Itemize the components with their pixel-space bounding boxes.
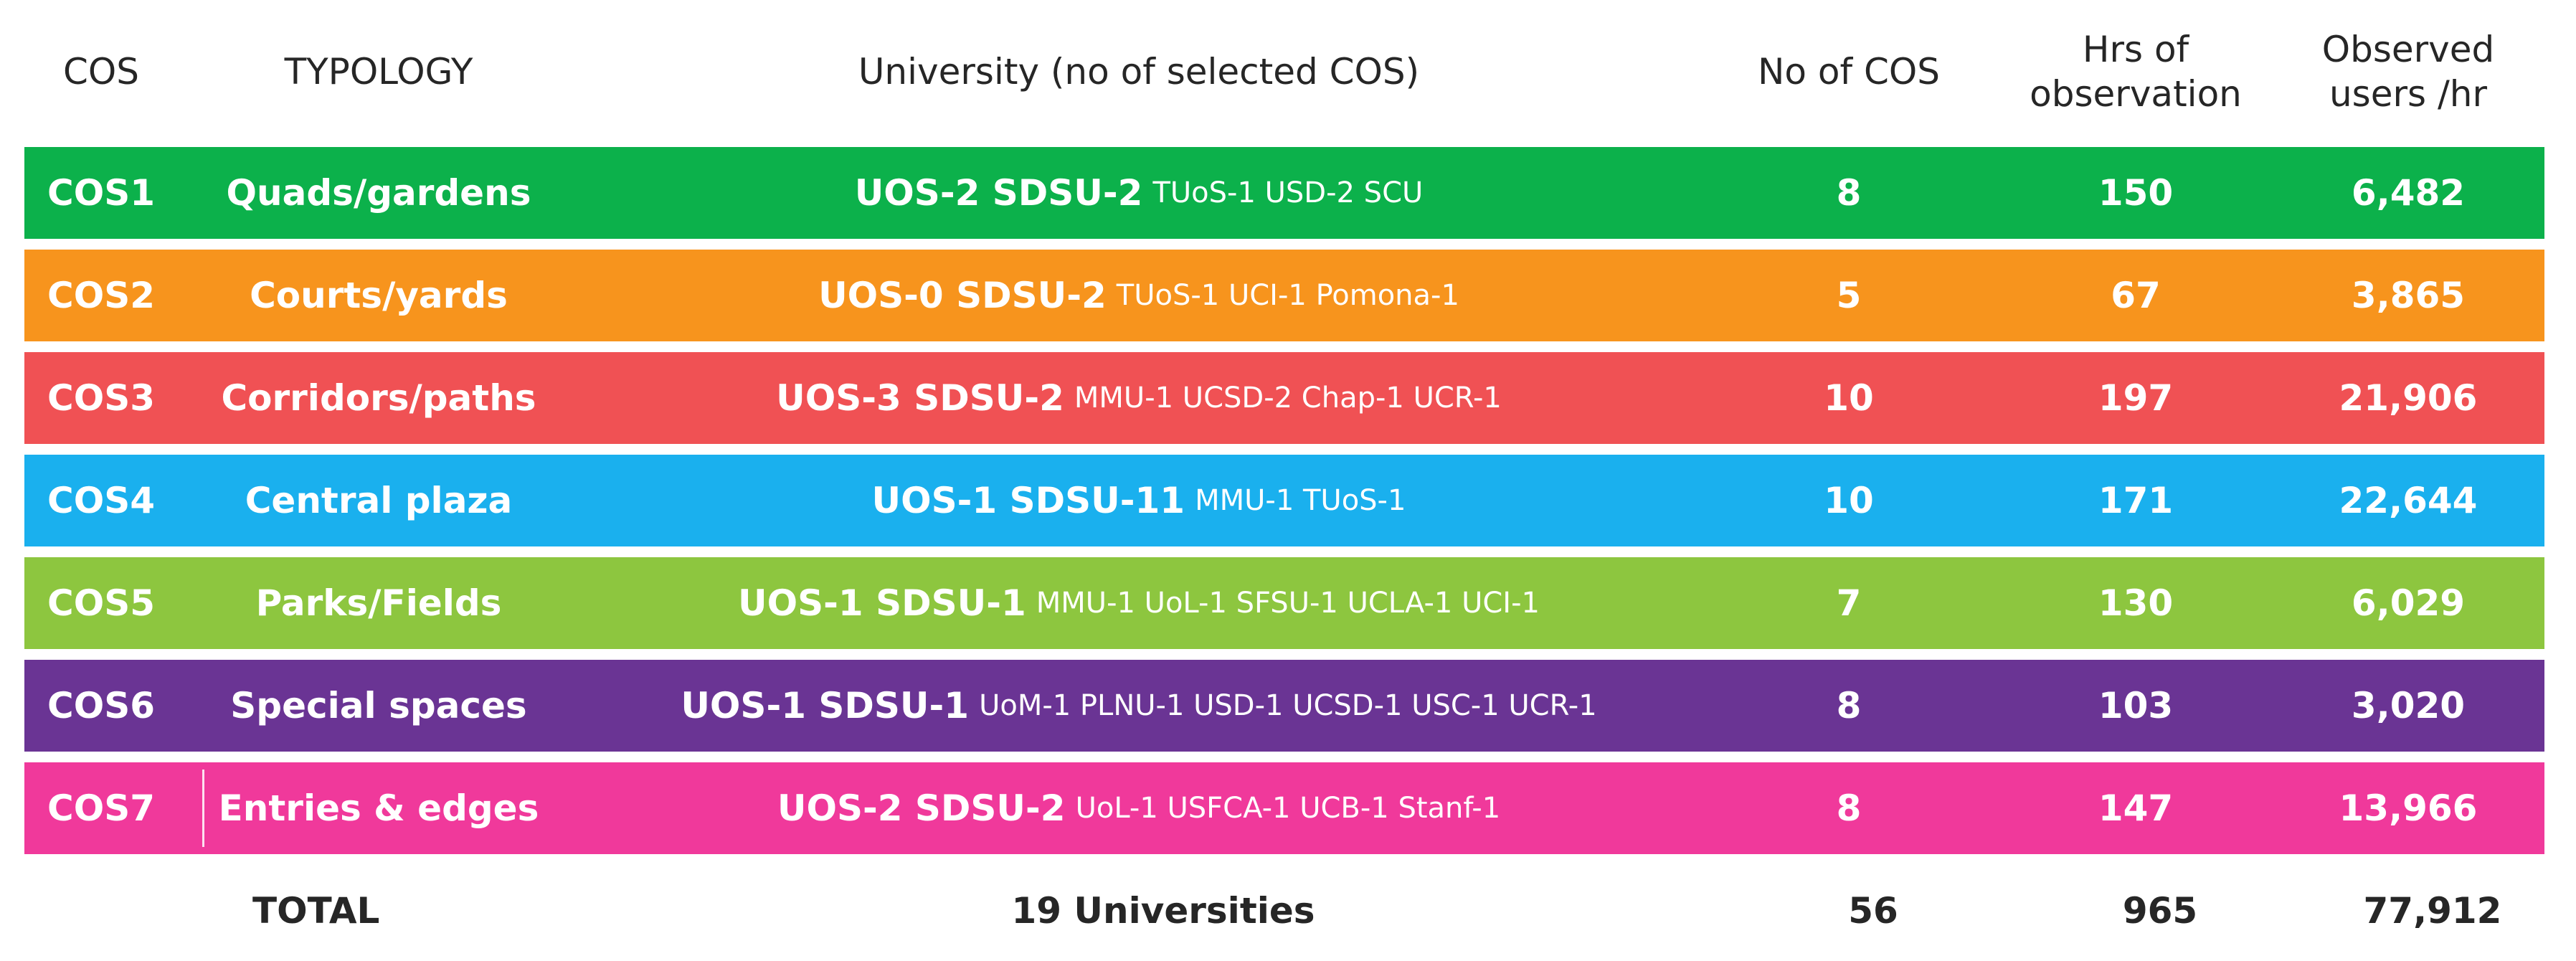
total-universities: 19 Universities bbox=[1011, 890, 1315, 932]
typology: Entries & edges bbox=[218, 787, 539, 829]
university-main: UOS-0 SDSU-2 bbox=[818, 275, 1107, 316]
no-of-cos: 5 bbox=[1836, 275, 1862, 316]
cos-id: COS1 bbox=[47, 172, 155, 214]
university-list: UOS-1 SDSU-1 UoM-1 PLNU-1 USD-1 UCSD-1 US… bbox=[579, 660, 1698, 752]
university-main: UOS-3 SDSU-2 bbox=[776, 377, 1064, 419]
typology: Quads/gardens bbox=[226, 172, 531, 214]
header-no-of-cos: No of COS bbox=[1758, 51, 1940, 93]
university-others: UoM-1 PLNU-1 USD-1 UCSD-1 USC-1 UCR-1 bbox=[979, 689, 1597, 722]
total-users: 77,912 bbox=[2363, 890, 2502, 932]
total-row: TOTAL 19 Universities 56 965 77,912 bbox=[24, 868, 2544, 954]
total-no-of-cos: 56 bbox=[1848, 890, 1898, 932]
table-row: COS6 Special spaces 8 103 3,020 UOS-1 SDSU-1 U… bbox=[24, 660, 2544, 752]
typology: Special spaces bbox=[230, 685, 527, 726]
university-others: MMU-1 UoL-1 SFSU-1 UCLA-1 UCI-1 bbox=[1036, 587, 1540, 620]
typology: Central plaza bbox=[245, 480, 513, 521]
observed-users: 3,865 bbox=[2351, 275, 2466, 316]
no-of-cos: 8 bbox=[1836, 685, 1862, 726]
no-of-cos: 10 bbox=[1824, 480, 1874, 521]
hrs-of-observation: 171 bbox=[2098, 480, 2174, 521]
column-divider bbox=[202, 770, 204, 847]
hrs-of-observation: 103 bbox=[2098, 685, 2174, 726]
total-hrs: 965 bbox=[2122, 890, 2198, 932]
university-main: UOS-1 SDSU-11 bbox=[871, 480, 1185, 521]
no-of-cos: 10 bbox=[1824, 377, 1874, 419]
table-row: COS3 Corridors/paths 10 197 21,906 UOS-3 SDSU… bbox=[24, 352, 2544, 444]
hrs-of-observation: 150 bbox=[2098, 172, 2174, 214]
table-row: COS5 Parks/Fields 7 130 6,029 UOS-1 SDSU-1 MMU… bbox=[24, 557, 2544, 649]
observed-users: 3,020 bbox=[2351, 685, 2466, 726]
table-row: COS2 Courts/yards 5 67 3,865 UOS-0 SDSU-2 TUoS… bbox=[24, 250, 2544, 341]
header-university: University (no of selected COS) bbox=[858, 51, 1420, 93]
university-list: UOS-2 SDSU-2 UoL-1 USFCA-1 UCB-1 Stanf-1 bbox=[579, 762, 1698, 854]
university-list: UOS-1 SDSU-1 MMU-1 UoL-1 SFSU-1 UCLA-1 UC… bbox=[579, 557, 1698, 649]
typology: Courts/yards bbox=[250, 275, 508, 316]
no-of-cos: 7 bbox=[1836, 582, 1862, 624]
university-others: TUoS-1 USD-2 SCU bbox=[1152, 176, 1424, 209]
cos-id: COS3 bbox=[47, 377, 155, 419]
header-hrs-of-observation: Hrs of observation bbox=[2030, 29, 2242, 115]
header-typology: TYPOLOGY bbox=[284, 51, 473, 93]
university-others: MMU-1 TUoS-1 bbox=[1195, 484, 1406, 517]
university-list: UOS-0 SDSU-2 TUoS-1 UCI-1 Pomona-1 bbox=[579, 250, 1698, 341]
total-label: TOTAL bbox=[252, 890, 380, 932]
cos-id: COS6 bbox=[47, 685, 155, 726]
typology: Corridors/paths bbox=[221, 377, 536, 419]
university-list: UOS-1 SDSU-11 MMU-1 TUoS-1 bbox=[579, 455, 1698, 546]
hrs-of-observation: 130 bbox=[2098, 582, 2174, 624]
cos-id: COS7 bbox=[47, 787, 155, 829]
table-header: COS TYPOLOGY University (no of selected … bbox=[0, 0, 2576, 143]
university-others: MMU-1 UCSD-2 Chap-1 UCR-1 bbox=[1074, 382, 1502, 415]
typology: Parks/Fields bbox=[255, 582, 502, 624]
table-row: COS7 Entries & edges 8 147 13,966 UOS-2 SDSU-… bbox=[24, 762, 2544, 854]
no-of-cos: 8 bbox=[1836, 172, 1862, 214]
university-main: UOS-2 SDSU-2 bbox=[854, 172, 1143, 214]
no-of-cos: 8 bbox=[1836, 787, 1862, 829]
observed-users: 13,966 bbox=[2339, 787, 2478, 829]
university-list: UOS-3 SDSU-2 MMU-1 UCSD-2 Chap-1 UCR-1 bbox=[579, 352, 1698, 444]
university-list: UOS-2 SDSU-2 TUoS-1 USD-2 SCU bbox=[579, 147, 1698, 239]
header-cos: COS bbox=[62, 51, 139, 93]
university-main: UOS-2 SDSU-2 bbox=[777, 787, 1066, 829]
observed-users: 6,482 bbox=[2351, 172, 2466, 214]
hrs-of-observation: 197 bbox=[2098, 377, 2174, 419]
observed-users: 21,906 bbox=[2339, 377, 2478, 419]
header-observed-users: Observed users /hr bbox=[2321, 29, 2495, 115]
cos-id: COS2 bbox=[47, 275, 155, 316]
university-main: UOS-1 SDSU-1 bbox=[738, 582, 1026, 624]
table-row: COS4 Central plaza 10 171 22,644 UOS-1 SDSU-1… bbox=[24, 455, 2544, 546]
cos-id: COS4 bbox=[47, 480, 155, 521]
observed-users: 22,644 bbox=[2339, 480, 2478, 521]
table-row: COS1 Quads/gardens 8 150 6,482 UOS-2 SDSU-2 TU… bbox=[24, 147, 2544, 239]
university-others: UoL-1 USFCA-1 UCB-1 Stanf-1 bbox=[1075, 792, 1501, 825]
hrs-of-observation: 67 bbox=[2111, 275, 2161, 316]
university-main: UOS-1 SDSU-1 bbox=[681, 685, 970, 726]
hrs-of-observation: 147 bbox=[2098, 787, 2174, 829]
university-others: TUoS-1 UCI-1 Pomona-1 bbox=[1116, 279, 1459, 312]
observed-users: 6,029 bbox=[2351, 582, 2466, 624]
cos-id: COS5 bbox=[47, 582, 155, 624]
